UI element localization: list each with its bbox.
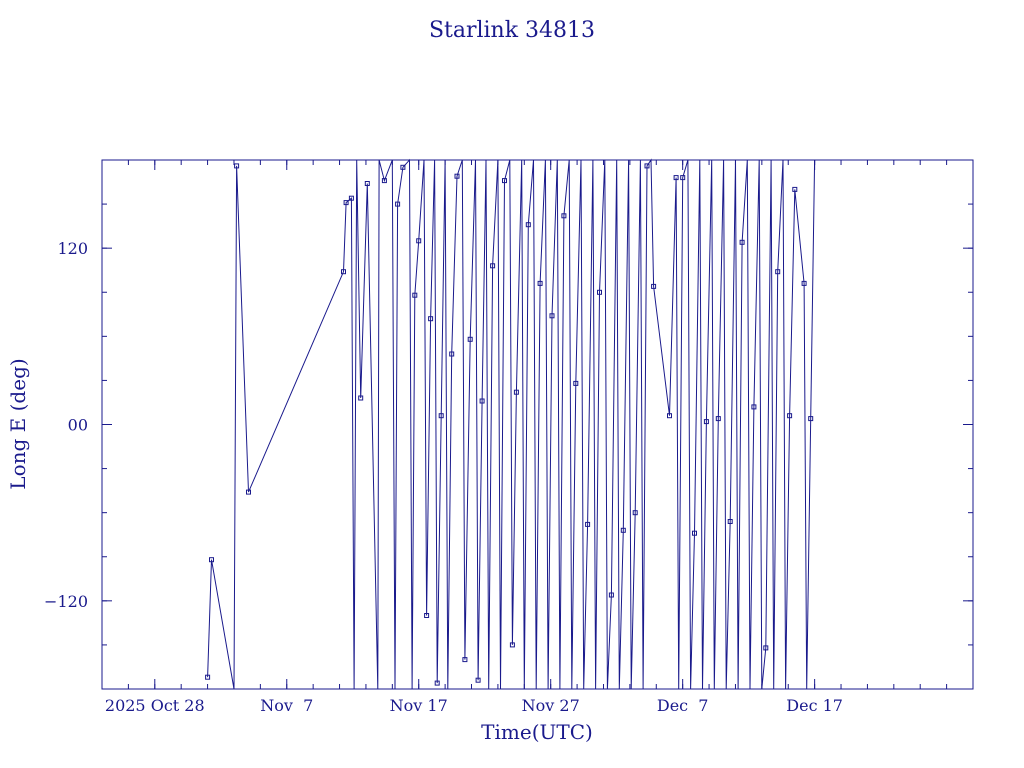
data-point: [424, 613, 430, 618]
data-point: [608, 592, 614, 598]
data-point: [561, 213, 567, 219]
data-point: [651, 283, 657, 289]
data-point: [727, 519, 733, 524]
x-tick-label: Dec 17: [786, 696, 843, 715]
data-point: [395, 201, 401, 207]
data-point: [620, 527, 626, 533]
data-point: [751, 404, 757, 410]
data-point: [715, 416, 721, 422]
data-point: [341, 269, 346, 275]
data-point: [573, 380, 579, 386]
data-point: [775, 269, 781, 275]
data-point: [454, 173, 460, 179]
x-tick-label: 2025 Oct 28: [105, 696, 205, 715]
data-point: [475, 677, 481, 683]
series-line: [207, 158, 816, 690]
data-point: [449, 351, 455, 357]
data-point: [537, 280, 543, 286]
data-point: [438, 413, 444, 419]
data-point-layer: [205, 163, 814, 686]
data-point: [801, 280, 807, 286]
data-point: [739, 239, 745, 245]
data-point: [673, 175, 679, 181]
data-point: [632, 510, 638, 516]
data-point: [358, 395, 364, 401]
data-point: [490, 263, 496, 269]
data-point: [703, 419, 709, 425]
data-point: [343, 200, 349, 206]
data-point: [381, 178, 387, 184]
x-axis-ticks: 2025 Oct 28 Nov 7 Nov 17 Nov 27 Dec 7 Dec 17: [105, 160, 948, 715]
data-point: [644, 163, 650, 169]
y-axis-label: Long E (deg): [6, 358, 30, 489]
y-tick-label: −120: [44, 592, 88, 611]
data-point: [428, 316, 434, 322]
series-line-layer: [207, 158, 816, 690]
data-point: [509, 642, 515, 648]
y-tick-label: 120: [57, 239, 88, 258]
data-point: [412, 292, 418, 298]
x-tick-label: Nov 7: [260, 696, 313, 715]
data-point: [692, 530, 697, 536]
data-point: [787, 413, 793, 419]
data-point: [792, 186, 798, 192]
data-point: [513, 389, 519, 395]
data-point: [467, 336, 473, 342]
data-point: [479, 398, 485, 404]
data-point: [597, 289, 602, 295]
data-point: [462, 657, 468, 663]
x-axis-label: Time(UTC): [481, 720, 593, 744]
x-tick-label: Nov 17: [390, 696, 448, 715]
data-point: [364, 181, 370, 186]
data-point: [246, 489, 251, 495]
data-point: [549, 313, 555, 319]
y-axis-ticks: −120 00 120: [44, 203, 973, 646]
data-point: [209, 557, 214, 563]
data-point: [667, 413, 672, 419]
data-point: [680, 175, 686, 181]
data-point: [434, 680, 440, 686]
data-point: [585, 521, 591, 527]
x-tick-label: Nov 27: [522, 696, 580, 715]
data-point: [502, 178, 507, 184]
y-tick-label: 00: [68, 416, 88, 435]
data-point: [400, 164, 406, 170]
plot-frame: [101, 159, 974, 690]
data-point: [416, 238, 422, 244]
data-point: [234, 163, 240, 169]
data-point: [348, 195, 354, 201]
data-point: [525, 222, 531, 228]
data-point: [763, 645, 769, 651]
data-point: [808, 416, 814, 422]
data-point: [205, 674, 211, 680]
x-tick-label: Dec 7: [657, 696, 709, 715]
chart-title: Starlink 34813: [429, 18, 595, 43]
